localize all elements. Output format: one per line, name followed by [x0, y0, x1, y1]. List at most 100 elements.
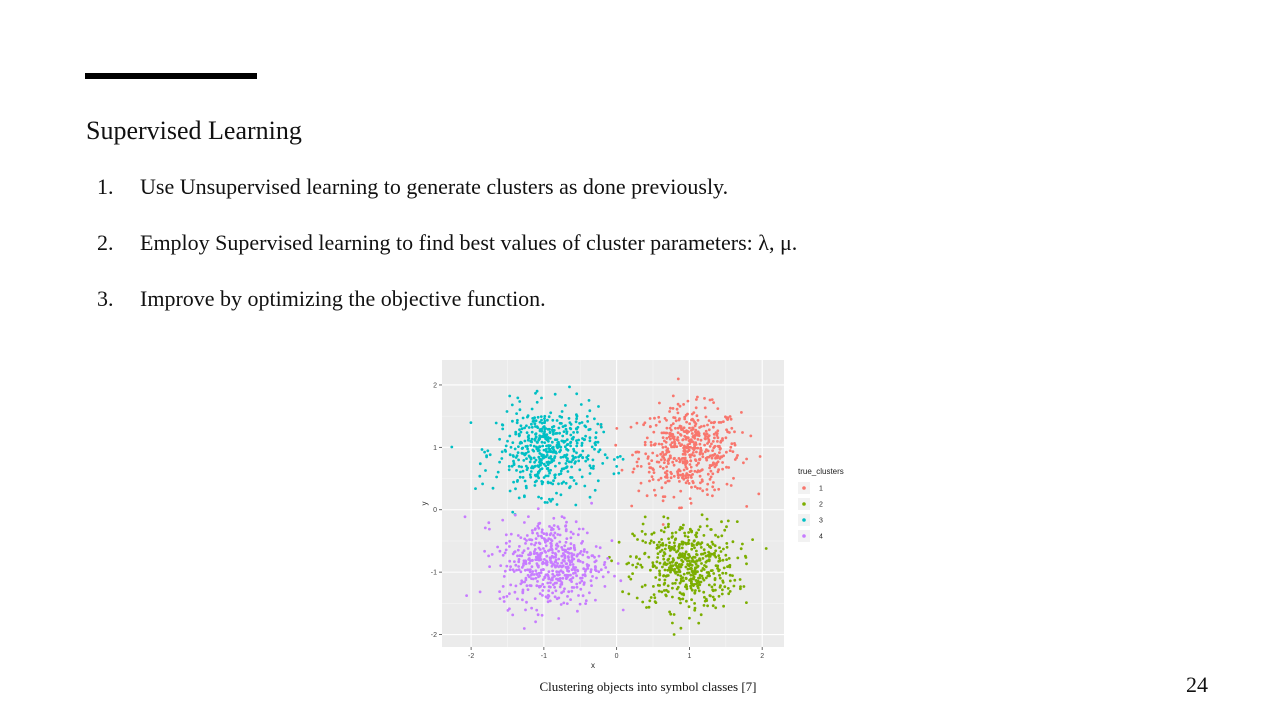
- scatter-point-cluster-4: [569, 546, 573, 550]
- scatter-point-cluster-3: [574, 460, 577, 463]
- y-tick-label: 2: [433, 382, 437, 389]
- scatter-point-cluster-4: [557, 549, 560, 553]
- scatter-point-cluster-2: [687, 531, 690, 534]
- scatter-point-cluster-4: [538, 542, 542, 545]
- scatter-point-cluster-1: [657, 460, 661, 464]
- scatter-point-cluster-1: [721, 461, 724, 464]
- scatter-point-cluster-3: [569, 427, 573, 431]
- scatter-point-cluster-2: [695, 582, 698, 586]
- scatter-point-cluster-3: [556, 441, 560, 444]
- scatter-point-cluster-4: [561, 552, 565, 555]
- scatter-point-cluster-1: [682, 468, 686, 472]
- scatter-point-cluster-2: [685, 599, 688, 603]
- scatter-point-cluster-4: [573, 568, 577, 572]
- step-item: 2. Employ Supervised learning to find bes…: [97, 228, 797, 258]
- scatter-point-cluster-3: [511, 419, 514, 423]
- scatter-point-cluster-3: [542, 448, 546, 452]
- scatter-point-cluster-3: [535, 400, 539, 404]
- scatter-point-cluster-1: [686, 476, 690, 479]
- scatter-point-cluster-2: [673, 567, 677, 571]
- scatter-point-cluster-3: [525, 457, 528, 460]
- scatter-point-cluster-1: [615, 427, 619, 430]
- scatter-point-cluster-1: [672, 416, 675, 419]
- scatter-point-cluster-3: [599, 423, 603, 426]
- scatter-point-cluster-1: [687, 482, 691, 485]
- scatter-point-cluster-4: [519, 582, 523, 586]
- scatter-point-cluster-2: [677, 570, 681, 574]
- scatter-point-cluster-2: [686, 571, 689, 575]
- scatter-point-cluster-4: [564, 540, 568, 544]
- scatter-point-cluster-1: [703, 443, 706, 447]
- scatter-point-cluster-1: [676, 402, 680, 406]
- scatter-point-cluster-3: [588, 436, 592, 440]
- scatter-point-cluster-4: [583, 574, 587, 578]
- scatter-point-cluster-1: [647, 470, 651, 474]
- scatter-point-cluster-2: [681, 553, 684, 557]
- scatter-point-cluster-3: [531, 417, 535, 420]
- scatter-point-cluster-3: [540, 496, 543, 500]
- scatter-point-cluster-2: [679, 525, 682, 529]
- scatter-point-cluster-3: [536, 475, 540, 478]
- scatter-point-cluster-4: [580, 576, 584, 580]
- scatter-point-cluster-3: [550, 458, 554, 462]
- scatter-point-cluster-4: [511, 568, 515, 572]
- scatter-point-cluster-3: [542, 453, 545, 457]
- scatter-point-cluster-4: [559, 569, 563, 573]
- scatter-point-cluster-3: [583, 424, 587, 428]
- scatter-point-cluster-1: [645, 494, 649, 498]
- scatter-point-cluster-2: [643, 515, 647, 519]
- scatter-point-cluster-3: [498, 437, 501, 441]
- scatter-point-cluster-3: [543, 417, 546, 420]
- scatter-point-cluster-3: [540, 467, 544, 470]
- scatter-point-cluster-2: [655, 546, 659, 550]
- scatter-point-cluster-4: [590, 501, 593, 505]
- scatter-point-cluster-4: [543, 575, 547, 579]
- scatter-point-cluster-2: [726, 587, 730, 590]
- scatter-point-cluster-1: [650, 459, 654, 462]
- scatter-point-cluster-2: [687, 605, 691, 609]
- scatter-point-cluster-3: [515, 421, 519, 425]
- scatter-point-cluster-3: [485, 455, 488, 459]
- scatter-point-cluster-3: [567, 417, 571, 420]
- scatter-point-cluster-2: [706, 604, 709, 608]
- scatter-point-cluster-4: [593, 565, 597, 569]
- scatter-point-cluster-2: [742, 585, 746, 588]
- scatter-point-cluster-4: [563, 556, 567, 560]
- scatter-point-cluster-3: [543, 414, 547, 418]
- scatter-point-cluster-2: [696, 579, 700, 583]
- scatter-point-cluster-1: [660, 486, 664, 490]
- scatter-point-cluster-1: [717, 487, 721, 491]
- scatter-point-cluster-3: [581, 449, 585, 453]
- scatter-point-cluster-2: [627, 592, 631, 596]
- scatter-point-cluster-2: [647, 605, 651, 609]
- scatter-point-cluster-2: [629, 577, 633, 581]
- scatter-point-cluster-3: [563, 445, 567, 449]
- scatter-point-cluster-2: [711, 588, 715, 592]
- scatter-point-cluster-2: [662, 515, 666, 519]
- scatter-point-cluster-3: [571, 454, 575, 458]
- scatter-point-cluster-4: [544, 595, 548, 599]
- scatter-point-cluster-1: [730, 442, 734, 446]
- scatter-point-cluster-1: [721, 438, 724, 442]
- scatter-point-cluster-1: [660, 442, 664, 446]
- scatter-point-cluster-2: [657, 545, 661, 549]
- scatter-point-cluster-1: [706, 472, 710, 476]
- scatter-point-cluster-4: [561, 564, 565, 568]
- scatter-point-cluster-4: [568, 563, 572, 567]
- scatter-point-cluster-2: [652, 593, 656, 596]
- scatter-point-cluster-4: [502, 600, 506, 603]
- scatter-point-cluster-2: [714, 588, 717, 592]
- scatter-point-cluster-3: [525, 486, 528, 490]
- scatter-point-cluster-1: [713, 465, 717, 469]
- scatter-point-cluster-3: [533, 460, 536, 464]
- scatter-point-cluster-3: [519, 424, 523, 428]
- scatter-point-cluster-3: [552, 450, 556, 454]
- scatter-point-cluster-1: [715, 434, 719, 437]
- scatter-point-cluster-4: [555, 573, 559, 577]
- scatter-point-cluster-4: [543, 558, 546, 561]
- scatter-point-cluster-1: [757, 492, 761, 496]
- scatter-point-cluster-2: [681, 576, 685, 579]
- scatter-point-cluster-4: [594, 545, 598, 548]
- scatter-point-cluster-1: [661, 523, 665, 526]
- scatter-point-cluster-4: [545, 554, 549, 558]
